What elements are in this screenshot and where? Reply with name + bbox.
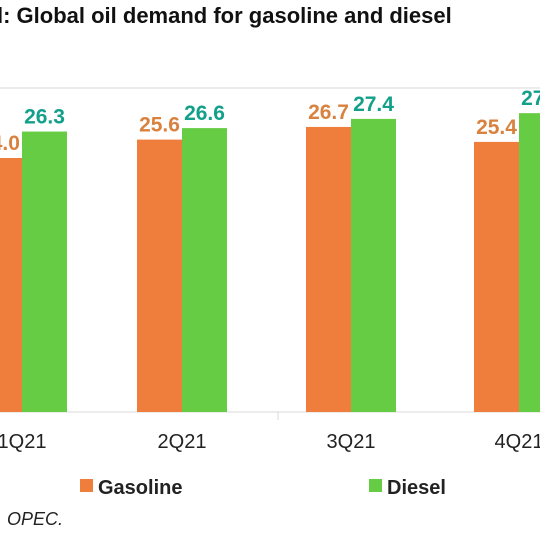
value-label-diesel-4q21: 27.9 <box>521 87 540 110</box>
x-tick-2q21: 2Q21 <box>158 431 207 453</box>
bar-diesel-4q21 <box>519 113 540 413</box>
value-label-diesel-1q21: 26.3 <box>24 106 65 129</box>
value-label-gasoline-3q21: 26.7 <box>308 101 349 124</box>
legend-label-gasoline: Gasoline <box>98 477 182 499</box>
legend-swatch-diesel <box>369 479 382 492</box>
legend: Gasoline Diesel <box>80 477 446 499</box>
source-note: OPEC. <box>7 509 64 529</box>
bar-gasoline-3q21 <box>306 126 351 412</box>
value-labels-layer: 24.0 25.6 26.7 25.4 26.3 26.6 27.4 27.9 <box>0 87 540 155</box>
x-tick-1q21: 1Q21 <box>0 431 46 453</box>
bar-diesel-1q21 <box>22 131 67 413</box>
bar-diesel-2q21 <box>182 128 227 412</box>
legend-swatch-gasoline <box>80 479 93 492</box>
value-label-diesel-3q21: 27.4 <box>353 93 394 116</box>
value-label-gasoline-2q21: 25.6 <box>139 114 180 137</box>
chart-title: l: Global oil demand for gasoline and di… <box>0 3 452 28</box>
bar-gasoline-1q21 <box>0 158 22 412</box>
bar-gasoline-2q21 <box>137 139 182 412</box>
bar-gasoline-4q21 <box>474 141 519 412</box>
x-tick-labels: 1Q21 2Q21 3Q21 4Q21 <box>0 431 540 453</box>
value-label-diesel-2q21: 26.6 <box>184 102 225 125</box>
bars-layer <box>0 113 540 413</box>
x-tick-4q21: 4Q21 <box>495 431 540 453</box>
value-label-gasoline-4q21: 25.4 <box>476 116 517 139</box>
legend-label-diesel: Diesel <box>387 477 446 499</box>
value-label-gasoline-1q21: 24.0 <box>0 132 20 155</box>
x-tick-3q21: 3Q21 <box>327 431 376 453</box>
bar-diesel-3q21 <box>351 118 396 413</box>
